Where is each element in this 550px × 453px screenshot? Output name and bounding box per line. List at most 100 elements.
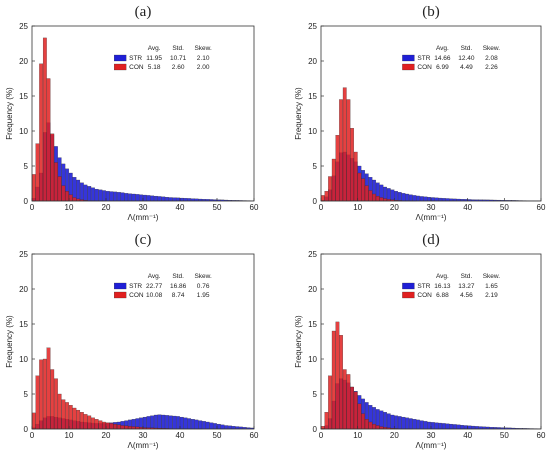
bar [416,195,420,202]
y-axis-label: Frequency (%) [294,315,303,368]
x-tick-label: 60 [537,203,546,212]
y-axis-label: Frequency (%) [294,87,303,140]
bar [346,374,351,430]
panel-label: (c) [135,232,152,248]
y-tick-label: 5 [24,162,29,171]
chart-panel-4: (d) 0 10 20 30 40 50 60 0 5 10 15 20 25 Λ(mm⁻¹) Frequen… [294,232,546,450]
legend-label: STR [129,283,142,290]
bar [416,419,420,430]
stats-value: 2.60 [172,64,185,71]
bar [445,423,450,430]
x-tick-label: 30 [427,203,436,212]
bar [423,421,428,430]
y-tick-label: 10 [19,127,28,136]
legend-swatch [402,291,415,299]
y-tick-label: 20 [19,57,28,66]
stats-header: Skew. [194,45,212,52]
bar [205,421,210,430]
bar [357,403,362,430]
chart-panel-1: (a) 0 10 20 30 40 50 60 0 5 10 15 20 25 Λ(mm⁻¹) Frequen… [5,4,259,222]
bar [335,135,340,202]
stats-value: 2.08 [485,55,498,62]
bar [54,378,58,430]
y-tick-label: 15 [19,92,28,101]
bar [176,197,180,202]
y-tick-label: 15 [308,320,317,329]
bar [79,182,84,202]
bar [35,375,40,430]
y-tick-label: 15 [308,92,317,101]
stats-header: Avg. [148,45,161,52]
bar [372,193,376,202]
bar [42,358,47,430]
bar [128,193,132,202]
panel-label: (a) [135,4,152,20]
stats-value: 22.77 [146,283,163,290]
x-tick-label: 40 [463,203,472,212]
bar [131,193,136,202]
bar [57,393,62,430]
stats-header: Std. [461,273,473,280]
y-tick-label: 10 [19,355,28,364]
stats-header: Std. [461,45,473,52]
bar [120,192,125,202]
bar [368,190,373,202]
bar [161,196,166,202]
bar [213,423,217,430]
stats-header: Skew. [483,273,501,280]
bar [42,37,47,202]
y-tick-label: 25 [19,22,28,31]
stats-value: 4.49 [460,64,473,71]
bar [427,197,431,202]
bar [102,190,106,202]
bar [390,414,395,430]
bar [105,422,110,430]
x-tick-label: 0 [30,203,35,212]
bar [179,416,184,430]
legend-swatch [114,291,127,299]
x-tick-label: 10 [353,203,362,212]
bar [368,421,373,430]
bar [68,194,73,202]
bar [460,425,464,430]
bar [328,375,332,430]
bar [408,418,413,430]
bar [46,347,51,430]
stats-value: 2.26 [485,64,498,71]
stats-value: 10.08 [146,292,163,299]
x-tick-label: 50 [213,431,222,440]
bar [401,416,406,430]
bar [353,391,358,430]
x-tick-label: 0 [30,431,35,440]
bar [146,195,151,202]
bar [179,197,184,202]
bar [105,191,110,202]
stats-value: 1.95 [197,292,210,299]
stats-value: 11.95 [146,55,162,62]
stats-value: 0.76 [197,283,210,290]
x-tick-label: 0 [319,431,324,440]
bar [342,369,347,430]
bar [394,415,398,430]
bar [216,423,221,430]
bar [183,417,188,430]
bar [172,197,177,202]
stats-value: 16.86 [170,283,187,290]
stats-value: 14.66 [434,55,451,62]
bar [412,195,417,202]
y-tick-label: 25 [308,22,317,31]
x-tick-label: 50 [500,431,509,440]
bar [50,133,55,202]
bar [94,188,99,202]
bar [98,420,103,430]
stats-value: 5.18 [148,64,161,71]
x-tick-label: 10 [65,431,74,440]
bar [157,414,162,430]
bar [198,420,203,430]
bar [339,99,343,202]
bar [135,194,140,202]
bar [87,415,92,430]
bar [54,162,58,202]
bar [61,399,66,430]
legend-swatch [402,282,415,290]
